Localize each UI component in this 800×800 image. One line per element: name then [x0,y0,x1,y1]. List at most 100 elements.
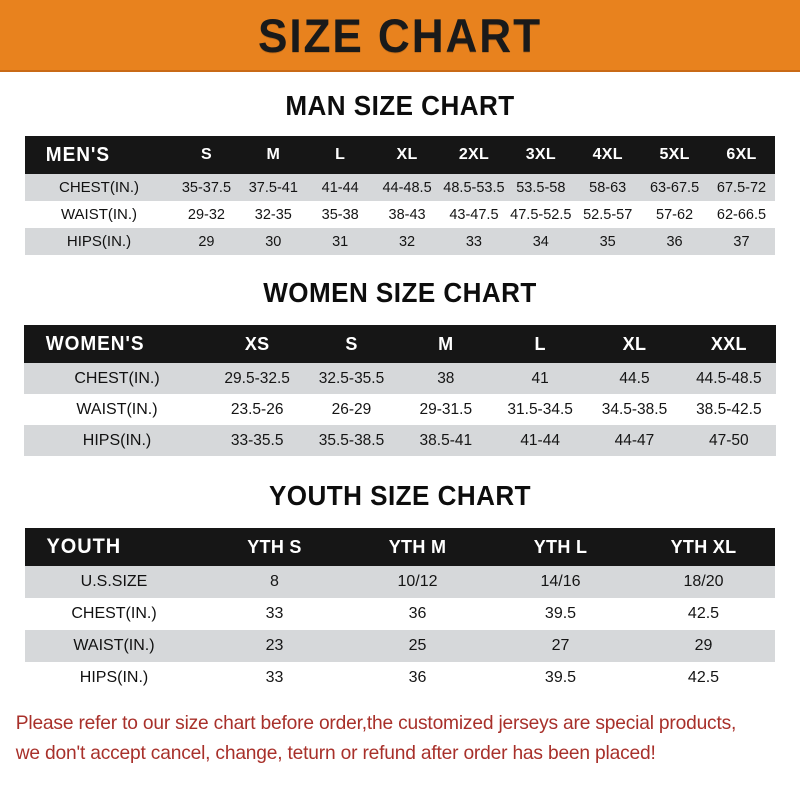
table-cell: 35-37.5 [181,179,232,196]
table-cell: 32.5-35.5 [318,369,385,387]
table-cell: 48.5-53.5 [443,179,505,196]
table-row: HIPS(IN.) 33-35.5 35.5-38.5 38.5-41 41-44 44-… [24,425,776,456]
men-size-header-4xl: 4XL [592,146,623,163]
table-cell: 38.5-41 [419,431,473,449]
table-cell: 35-38 [321,206,359,223]
table-cell: 34 [532,233,549,250]
men-size-header-3xl: 3XL [525,146,556,163]
table-cell: 34.5-38.5 [601,400,668,418]
men-row-label: WAIST(IN.) [60,206,138,223]
men-size-header-s: S [200,146,212,163]
table-row: CHEST(IN.) 29.5-32.5 32.5-35.5 38 41 44.5 44.5… [24,363,776,394]
women-size-header-xxl: XXL [710,333,747,354]
table-cell: 38 [437,369,455,387]
women-header-row: WOMEN'S XS S M L XL XXL [24,325,776,363]
table-cell: 29-32 [187,206,225,223]
youth-row-label: HIPS(IN.) [79,669,149,686]
table-cell: 26-29 [331,400,372,418]
women-size-header-m: M [438,333,454,354]
table-cell: 33-35.5 [230,431,284,449]
table-cell: 41 [531,369,549,387]
men-size-header-6xl: 6XL [726,146,757,163]
table-row: U.S.SIZE 8 10/12 14/16 18/20 [25,566,775,598]
table-cell: 25 [408,637,427,654]
youth-table-body: U.S.SIZE 8 10/12 14/16 18/20 CHEST(IN.) 33 36 39… [25,566,775,694]
youth-size-header-yth-m: YTH M [388,536,447,557]
table-row: HIPS(IN.) 33 36 39.5 42.5 [25,662,775,694]
table-cell: 27 [551,637,570,654]
table-cell: 18/20 [683,573,724,590]
youth-table-head: YOUTH YTH S YTH M YTH L YTH XL [25,528,775,566]
table-cell: 58-63 [589,179,627,196]
disclaimer: Please refer to our size chart before or… [0,708,788,768]
youth-size-table: YOUTH YTH S YTH M YTH L YTH XL U.S.SIZE 8 10/… [25,528,775,694]
table-cell: 33 [465,233,482,250]
youth-section-title: YOUTH SIZE CHART [268,480,532,511]
women-row-label: WAIST(IN.) [76,400,158,418]
women-section-title: WOMEN SIZE CHART [263,277,537,308]
table-cell: 36 [408,669,427,686]
table-cell: 30 [265,233,282,250]
table-cell: 36 [408,605,427,622]
men-size-table: MEN'S S M L XL 2XL 3XL 4XL 5XL 6XL CHEST(IN.) 35-… [25,136,775,255]
table-cell: 31.5-34.5 [507,400,573,418]
table-cell: 37.5-41 [248,179,298,196]
table-cell: 23.5-26 [230,400,284,418]
youth-size-header-yth-l: YTH L [533,536,588,557]
table-cell: 31 [332,233,349,250]
table-cell: 47.5-52.5 [510,206,572,223]
youth-row-label: U.S.SIZE [80,573,148,590]
table-cell: 67.5-72 [716,179,767,196]
table-cell: 44.5-48.5 [696,369,762,387]
disclaimer-line-2: we don't accept cancel, change, teturn o… [15,742,656,764]
youth-size-header-yth-s: YTH S [247,536,302,557]
table-row: CHEST(IN.) 35-37.5 37.5-41 41-44 44-48.5 48.5… [25,174,775,201]
women-header-label: WOMEN'S [45,332,145,355]
table-cell: 8 [270,573,279,590]
women-row-label: CHEST(IN.) [74,369,160,387]
table-cell: 29 [694,637,713,654]
table-cell: 35.5-38.5 [318,431,385,449]
table-cell: 23 [265,637,284,654]
men-size-header-xl: XL [396,146,418,163]
disclaimer-line-1: Please refer to our size chart before or… [15,712,737,734]
women-row-label: HIPS(IN.) [82,431,152,449]
table-cell: 44-48.5 [382,179,432,196]
table-cell: 42.5 [687,605,720,622]
men-row-label: HIPS(IN.) [66,233,132,250]
women-size-header-xl: XL [622,333,647,354]
table-cell: 53.5-58 [516,179,566,196]
table-cell: 33 [265,605,284,622]
table-cell: 29-31.5 [419,400,473,418]
table-cell: 41-44 [520,431,560,449]
women-table-body: CHEST(IN.) 29.5-32.5 32.5-35.5 38 41 44.5 44.5… [24,363,776,456]
men-size-header-l: L [335,146,346,163]
table-cell: 62-66.5 [716,206,767,223]
youth-row-label: WAIST(IN.) [73,637,155,654]
table-cell: 29 [198,233,215,250]
men-size-header-m: M [266,146,281,163]
men-size-header-5xl: 5XL [659,146,690,163]
table-cell: 14/16 [540,573,581,590]
table-cell: 10/12 [397,573,438,590]
table-row: WAIST(IN.) 23 25 27 29 [25,630,775,662]
women-size-header-l: L [534,333,546,354]
table-row: HIPS(IN.) 29 30 31 32 33 34 35 36 37 [25,228,775,255]
table-cell: 39.5 [544,669,577,686]
table-cell: 43-47.5 [449,206,499,223]
page-banner: SIZE CHART [0,0,800,72]
table-cell: 35 [599,233,616,250]
men-table-head: MEN'S S M L XL 2XL 3XL 4XL 5XL 6XL [25,136,775,174]
table-cell: 39.5 [544,605,577,622]
men-header-row: MEN'S S M L XL 2XL 3XL 4XL 5XL 6XL [25,136,775,174]
table-cell: 42.5 [687,669,720,686]
women-table-head: WOMEN'S XS S M L XL XXL [24,325,776,363]
table-cell: 52.5-57 [583,206,633,223]
table-cell: 32-35 [254,206,292,223]
table-cell: 29.5-32.5 [224,369,290,387]
table-cell: 44-47 [614,431,655,449]
youth-header-row: YOUTH YTH S YTH M YTH L YTH XL [25,528,775,566]
women-size-table: WOMEN'S XS S M L XL XXL CHEST(IN.) 29.5-32.5 32… [24,325,776,456]
men-size-header-2xl: 2XL [458,146,490,163]
